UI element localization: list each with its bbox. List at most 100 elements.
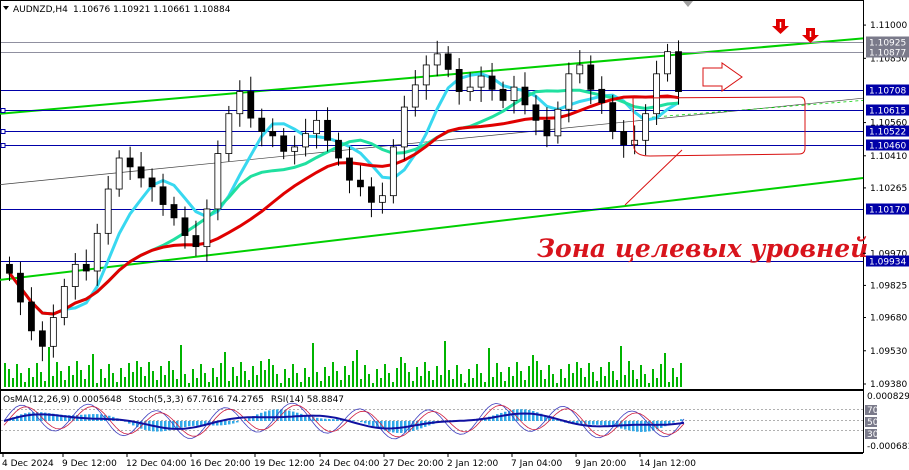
volume-bar — [280, 383, 282, 387]
osma-bar — [672, 421, 675, 423]
volume-bar — [324, 367, 326, 387]
volume-bar — [616, 380, 618, 387]
dropdown-icon[interactable] — [3, 6, 9, 10]
candle-body — [104, 188, 112, 234]
candle-body — [400, 106, 408, 148]
volume-bar — [216, 377, 218, 387]
osma-bar — [104, 414, 107, 421]
level-label-bg — [866, 139, 909, 151]
candle-body — [258, 117, 266, 132]
osma-bar — [336, 419, 339, 421]
osma-label: OsMA(12,26,9) 0.0005648 Stoch(5,3,3) 67.… — [3, 395, 344, 405]
volume-bar — [448, 370, 450, 387]
osma-bar — [128, 421, 131, 424]
volume-bar — [64, 380, 66, 387]
osma-bar — [536, 412, 539, 421]
ma-slow-line — [8, 94, 679, 316]
horizontal-levels — [0, 42, 863, 262]
osma-bar — [512, 409, 515, 421]
volume-bar — [408, 372, 410, 387]
volume-bar — [116, 382, 118, 387]
osma-bar — [384, 421, 387, 431]
candle-body — [368, 186, 375, 203]
osma-bar — [196, 421, 199, 426]
candle-body — [28, 301, 35, 332]
candle-body — [444, 53, 452, 70]
volume-bar — [452, 379, 454, 387]
volume-bar — [592, 372, 594, 387]
volume-bar — [360, 379, 362, 387]
candle-body — [291, 146, 299, 152]
volume-bar — [680, 363, 682, 387]
osma-bar — [144, 421, 147, 430]
volume-bar — [380, 378, 382, 387]
osma-bar — [172, 421, 175, 430]
y-tick-label: 1.10410 — [870, 152, 907, 162]
x-tick-label: 7 Jan 04:00 — [511, 459, 563, 469]
volume-bar — [224, 352, 226, 387]
osma-bar — [316, 417, 319, 421]
volume-bar — [36, 363, 38, 387]
volume-bar — [508, 367, 510, 387]
volume-bar — [172, 370, 174, 387]
volume-bar — [660, 364, 662, 387]
volume-bar — [128, 363, 130, 387]
volume-bar — [424, 362, 426, 387]
volume-bar — [180, 345, 182, 387]
volume-bar — [480, 373, 482, 387]
candle-body — [466, 86, 474, 92]
candle-body — [313, 119, 320, 135]
osma-bar — [560, 421, 563, 422]
osma-bar — [396, 421, 399, 433]
volume-bar — [76, 361, 78, 387]
indicator-tick-label: 0.000829 — [867, 392, 909, 402]
candle-body — [49, 317, 57, 347]
volume-bar — [420, 376, 422, 387]
x-tick-label: 24 Dec 04:00 — [319, 459, 380, 469]
volume-bar — [476, 364, 478, 387]
y-tick-label: 1.10850 — [870, 54, 907, 64]
volume-bar — [372, 383, 374, 387]
candle-body — [203, 208, 211, 248]
volume-bar — [544, 379, 546, 387]
osma-bar — [268, 410, 271, 421]
volume-bar — [4, 363, 6, 387]
osma-bar — [20, 414, 23, 421]
indicator-level-bg — [865, 429, 877, 439]
volume-bar — [496, 363, 498, 387]
osma-bar — [136, 421, 139, 428]
osma-bar — [540, 413, 543, 421]
volume-bar — [56, 362, 58, 387]
candle-body — [60, 286, 68, 318]
osma-bar — [52, 413, 55, 421]
volume-bar — [468, 369, 470, 387]
osma-bar — [180, 421, 183, 428]
candle-body — [302, 133, 310, 148]
volume-bar — [28, 368, 30, 387]
volume-bar — [668, 382, 670, 387]
indicator-tick-label: 30 — [867, 430, 879, 440]
volume-bar — [340, 380, 342, 387]
volume-bar — [208, 382, 210, 387]
volume-bar — [212, 368, 214, 387]
y-tick-label: 1.09380 — [870, 380, 907, 390]
candle-body — [357, 179, 364, 188]
rsi-line — [3, 412, 685, 430]
indicator-tick-label: 50 — [867, 418, 879, 428]
candle-body — [148, 177, 156, 188]
candle-body — [543, 119, 551, 137]
x-tick-label: 27 Dec 20:00 — [383, 459, 444, 469]
osma-bar — [184, 421, 187, 427]
candle-body — [346, 157, 353, 181]
volume-bar — [524, 380, 526, 387]
level-label: 1.10170 — [869, 206, 906, 216]
osma-bar — [612, 421, 615, 427]
volume-bar — [292, 364, 294, 387]
osma-bar — [600, 421, 603, 425]
down-arrow-icon — [772, 19, 789, 34]
volume-bar — [488, 348, 490, 387]
volume-bar — [596, 381, 598, 387]
osma-bar — [204, 421, 207, 426]
candle-body — [521, 86, 529, 106]
